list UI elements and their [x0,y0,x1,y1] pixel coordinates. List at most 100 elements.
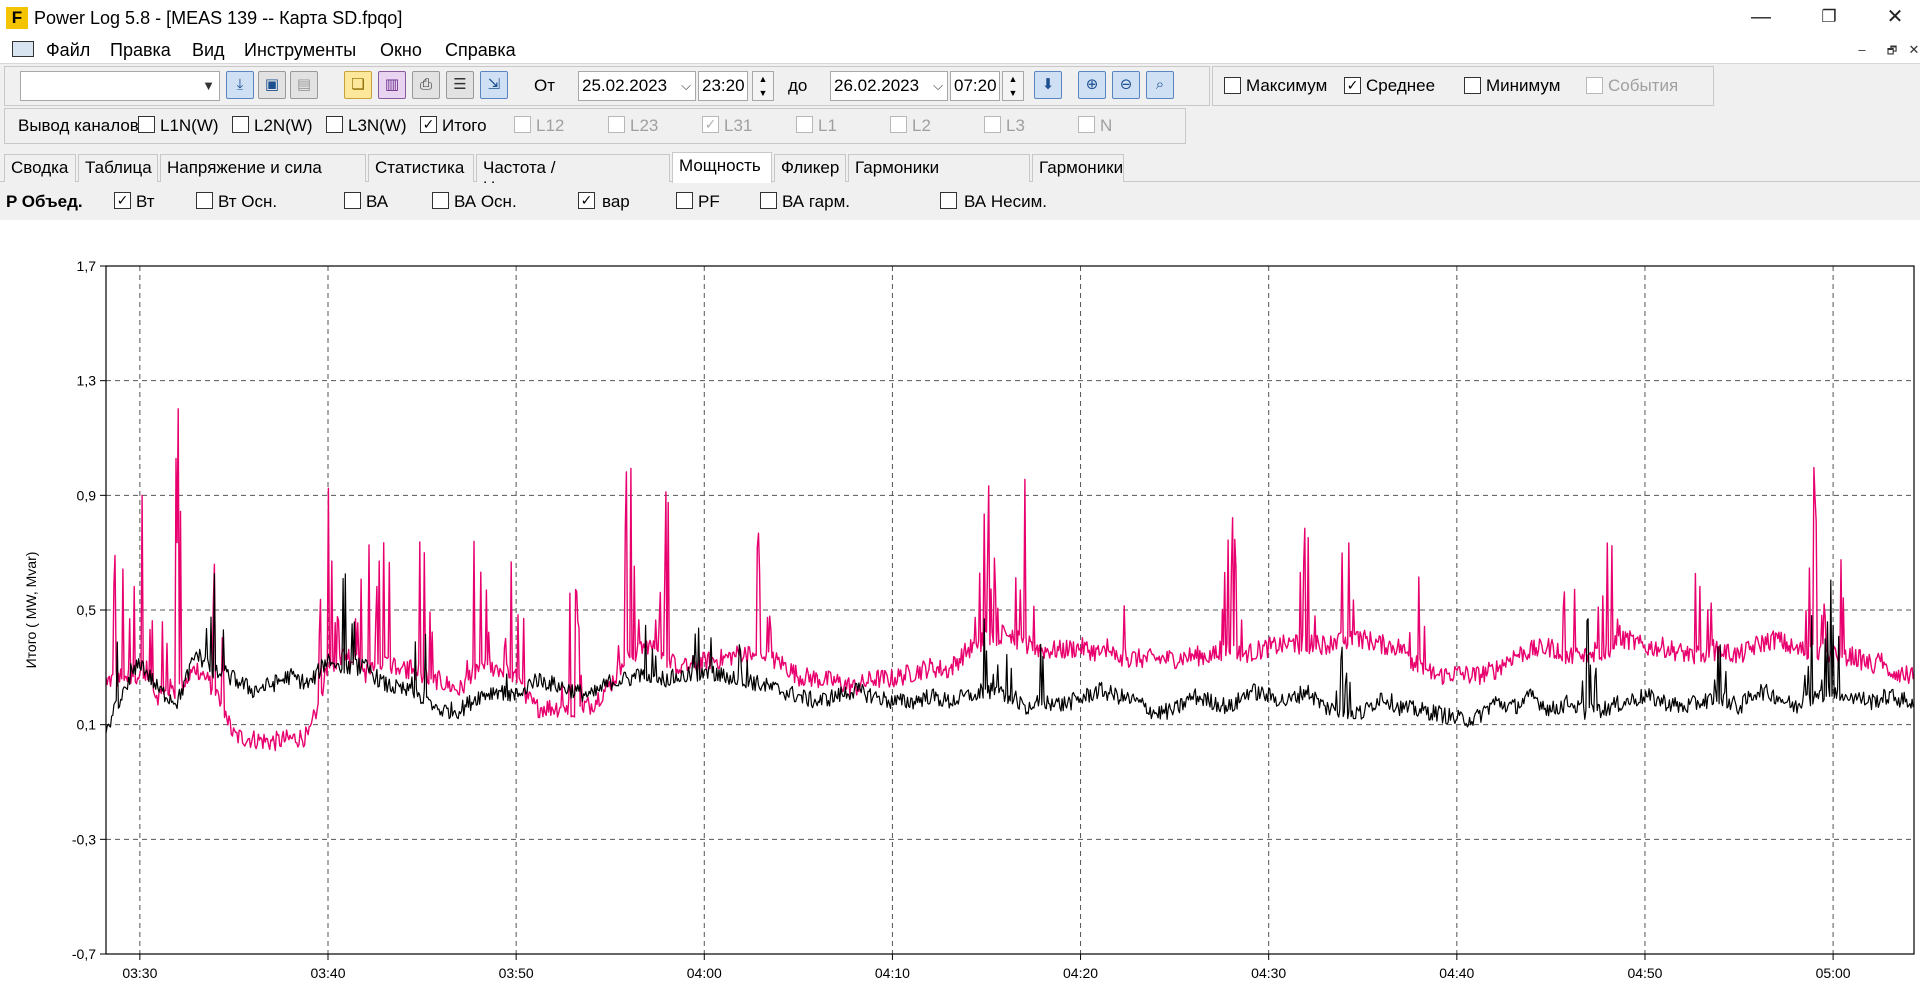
tab-power-harmonics[interactable]: Гармоники мощности [848,154,1030,197]
export-button[interactable]: ⇲ [480,71,508,99]
tab-power[interactable]: Мощность [672,152,772,183]
power-var-label: вар [602,192,630,211]
chevron-down-icon: ⌵ [681,78,691,93]
mdi-minimize-button[interactable]: – [1858,42,1866,57]
y-tick-label: 1,7 [77,258,97,274]
print-icon: ⎙ [419,76,432,93]
min-checkbox[interactable] [1464,77,1481,94]
zoom-fit-button[interactable]: ⌕ [1146,71,1174,99]
y-tick-label: 0,1 [77,717,97,733]
chevron-down-icon: ▼ [202,78,215,93]
save-button[interactable]: ▥ [378,71,406,99]
events-checkbox [1586,77,1603,94]
channel-l31-checkbox: ✓ [702,116,719,133]
channel-l2n-checkbox[interactable] [232,116,249,133]
x-tick-label: 05:00 [1816,965,1851,981]
max-checkbox[interactable] [1224,77,1241,94]
from-time-spinner[interactable]: ▲ ▼ [752,71,774,101]
power-var-checkbox[interactable]: ✓ [578,192,595,209]
zoom-out-button[interactable]: ⊖ [1112,71,1140,99]
power-pf-label: PF [698,192,720,211]
power-w-checkbox[interactable]: ✓ [114,192,131,209]
close-button[interactable]: ✕ [1886,6,1904,28]
zoom-out-icon: ⊖ [1119,76,1133,93]
y-tick-label: 0,5 [77,602,97,618]
to-time-field[interactable]: 07:20 [950,71,1000,101]
series-line-var [105,408,1914,752]
tab-statistics[interactable]: Статистика [368,154,474,182]
restore-button[interactable]: ❐ [1821,7,1837,26]
menu-file[interactable]: Файл [46,40,91,60]
power-va-fund-checkbox[interactable] [432,192,449,209]
channel-total-checkbox[interactable]: ✓ [420,116,437,133]
menu-edit[interactable]: Правка [110,40,171,60]
document-icon[interactable] [12,41,34,57]
to-time-spinner[interactable]: ▲ ▼ [1002,71,1024,101]
report-button[interactable]: ☰ [446,71,474,99]
mdi-close-button[interactable]: ✕ [1908,42,1920,57]
apply-range-button[interactable]: ⬇ [1034,71,1062,99]
power-va-fund-label: ВА Осн. [454,192,517,211]
copy-button[interactable]: ▣ [258,71,286,99]
power-va-checkbox[interactable] [344,192,361,209]
channel-l12-checkbox [514,116,531,133]
x-tick-label: 04:20 [1063,965,1098,981]
chevron-down-icon: ⌵ [933,78,943,93]
new-file-icon: ❏ [351,76,365,93]
power-va-unbal-checkbox[interactable] [940,192,957,209]
channel-l3-checkbox [984,116,1001,133]
from-date-picker[interactable]: 25.02.2023 ⌵ [578,71,696,101]
paste-button[interactable]: ▤ [290,71,318,99]
power-va-label: ВА [366,192,389,211]
y-tick-label: -0,7 [72,946,96,962]
channel-l1n-label: L1N(W) [160,116,219,135]
to-date-value: 26.02.2023 [834,76,920,95]
channel-output-label: Вывод каналов [18,116,139,135]
menu-window[interactable]: Окно [380,40,422,60]
channel-l3n-checkbox[interactable] [326,116,343,133]
avg-checkbox[interactable]: ✓ [1344,77,1361,94]
channel-l2n-label: L2N(W) [254,116,313,135]
events-label: События [1608,76,1679,95]
to-label: до [788,76,808,95]
channel-l1-label: L1 [818,116,837,135]
minimize-button[interactable]: — [1751,6,1771,28]
zoom-fit-icon: ⌕ [1155,76,1165,93]
power-chart[interactable]: 1,7 1,3 0,9 0,5 0,1 -0,3 -0,7 03:30 03:40 03:50 04… [0,220,1920,987]
to-date-picker[interactable]: 26.02.2023 ⌵ [830,71,948,101]
mdi-restore-button[interactable]: 🗗 [1886,45,1898,57]
power-va-harm-checkbox[interactable] [760,192,777,209]
zoom-in-button[interactable]: ⊕ [1078,71,1106,99]
tab-voltage-current[interactable]: Напряжение и сила тока [160,154,366,197]
from-time-field[interactable]: 23:20 [698,71,748,101]
y-axis-label: Итого ( MW, Mvar) [23,552,39,669]
power-parameter-bar: P Объед. ✓ Вт Вт Осн. ВА ВА Осн. ✓ вар P… [0,183,1920,219]
tab-flicker[interactable]: Фликер [774,154,846,182]
menu-tools[interactable]: Инструменты [244,40,357,60]
title-bar: F Power Log 5.8 - [MEAS 139 -- Карта SD.… [0,0,1920,36]
menu-bar: Файл Правка Вид Инструменты Окно Справка… [0,36,1920,64]
window-title: Power Log 5.8 - [MEAS 139 -- Карта SD.fp… [34,8,403,28]
power-pf-checkbox[interactable] [676,192,693,209]
channel-l3n-label: L3N(W) [348,116,407,135]
tab-harmonics[interactable]: Гармоники [1032,154,1124,182]
preset-select[interactable]: ▼ [20,71,220,101]
menu-view[interactable]: Вид [192,40,225,60]
channel-l1n-checkbox[interactable] [138,116,155,133]
from-time-value: 23:20 [702,76,745,95]
tab-summary[interactable]: Сводка [4,154,76,182]
export-icon: ⇲ [487,76,501,93]
paste-icon: ▤ [296,76,312,93]
print-button[interactable]: ⎙ [412,71,440,99]
power-w-fund-checkbox[interactable] [196,192,213,209]
new-file-button[interactable]: ❏ [344,71,372,99]
download-button[interactable]: ⤓ [226,71,254,99]
menu-help[interactable]: Справка [445,40,516,60]
tab-table[interactable]: Таблица [78,154,158,182]
download-icon: ⤓ [236,76,244,93]
channel-l31-label: L31 [724,116,753,135]
main-toolbar: ▼ ⤓ ▣ ▤ ❏ ▥ ⎙ ☰ ⇲ От 25.02.2023 ⌵ 23:20 … [0,66,1714,106]
channel-l23-label: L23 [630,116,659,135]
y-tick-label: -0,3 [72,831,96,847]
tab-frequency-unbalance[interactable]: Частота / Несимметрия [476,154,670,197]
